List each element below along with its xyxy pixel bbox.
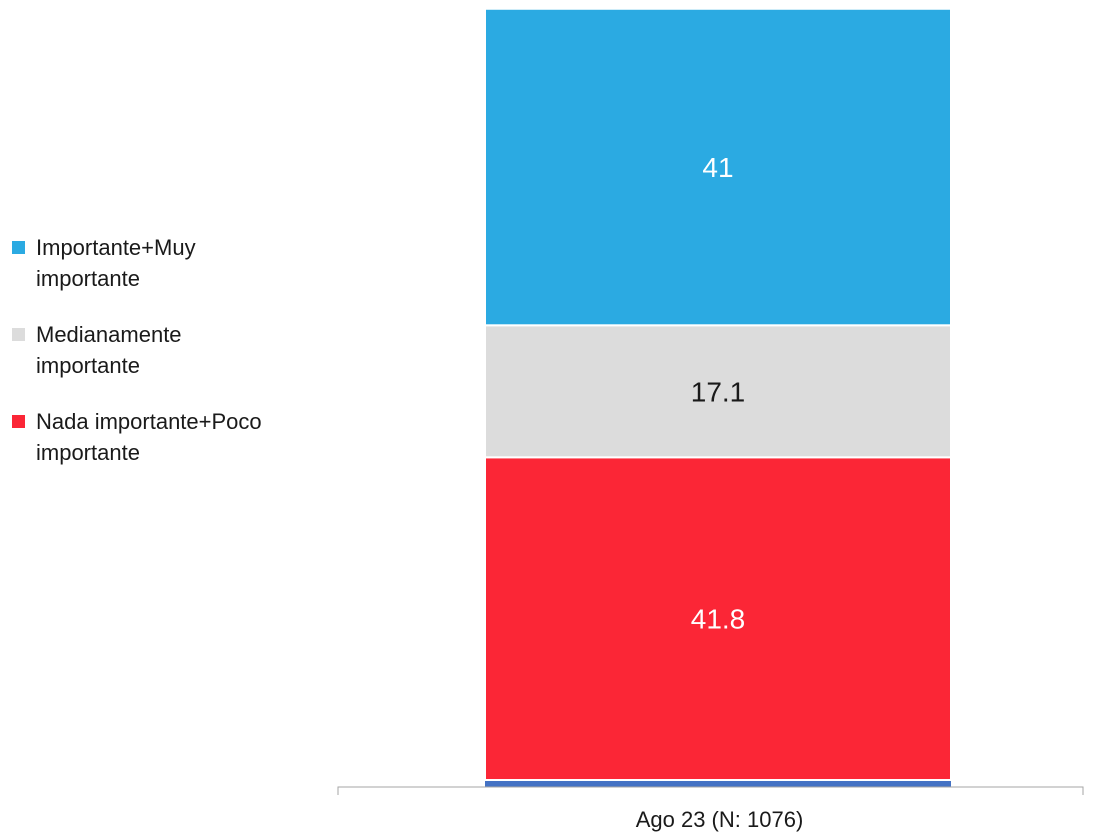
legend-label-importante: Importante+Muy importante	[36, 235, 196, 291]
legend-swatch-importante	[12, 241, 25, 254]
legend-item-importante: Importante+Muy importante	[12, 232, 342, 294]
bar-segment-1	[484, 324, 952, 459]
bar-segment-0	[484, 456, 952, 781]
data-label-2: 41	[702, 152, 733, 183]
bar-segment-2	[484, 7, 952, 327]
data-label-1: 17.1	[691, 376, 746, 407]
bar-base-strip	[485, 780, 951, 787]
legend-swatch-medianamente	[12, 328, 25, 341]
legend-item-medianamente: Medianamente importante	[12, 319, 342, 381]
x-axis-line	[337, 786, 1084, 795]
legend-item-nada: Nada importante+Poco importante	[12, 406, 342, 468]
legend-swatch-nada	[12, 415, 25, 428]
data-label-0: 41.8	[691, 604, 746, 635]
chart-legend: Importante+Muy importante Medianamente i…	[12, 232, 342, 493]
legend-label-medianamente: Medianamente importante	[36, 322, 182, 378]
legend-label-nada: Nada importante+Poco importante	[36, 409, 262, 465]
x-tick-label: Ago 23 (N: 1076)	[636, 807, 804, 832]
